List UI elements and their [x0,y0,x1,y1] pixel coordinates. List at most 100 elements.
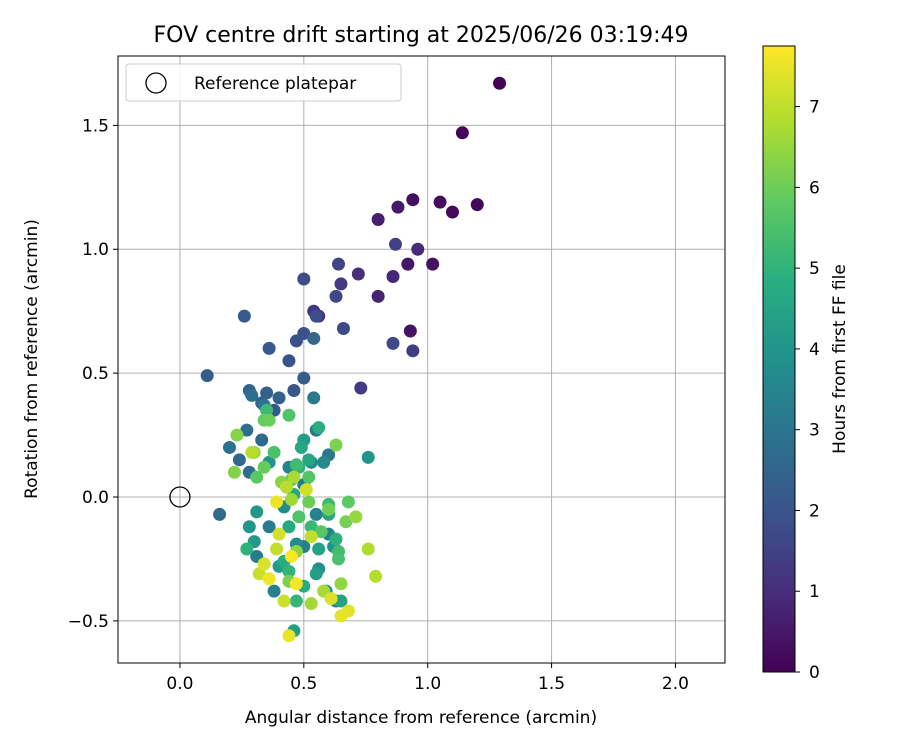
data-point [386,270,400,284]
data-point [272,391,286,405]
data-point [334,609,348,623]
data-point [252,567,266,581]
data-point [426,257,440,271]
data-point [309,309,323,323]
data-point [304,597,318,611]
x-axis-ticks: 0.0 0.5 1.0 1.5 2.0 [166,663,689,694]
colorbar-tick-label: 0 [809,663,820,683]
data-point [334,577,348,591]
data-point [332,257,346,271]
data-point [284,492,298,506]
data-point [332,552,346,566]
data-point [307,391,321,405]
data-point [257,557,271,571]
data-point [309,507,323,521]
data-point [371,213,385,227]
data-point [232,453,246,467]
x-tick-label: 1.5 [538,674,565,694]
data-point [282,629,296,643]
data-point [361,450,375,464]
data-point [329,532,343,546]
colorbar-tick-label: 3 [809,421,820,441]
y-tick-label: −0.5 [68,612,109,632]
data-point [302,453,316,467]
data-point [287,383,301,397]
data-point [282,354,296,368]
data-point [309,567,323,581]
data-point [262,341,276,355]
y-tick-label: 0.0 [82,488,109,508]
data-point [287,470,301,484]
data-point [272,527,286,541]
data-point [302,495,316,509]
data-point [351,267,365,281]
data-point [341,495,355,509]
colorbar-tick-label: 1 [809,582,820,602]
data-point [294,440,308,454]
data-point [297,371,311,385]
data-point [312,542,326,556]
data-point [282,520,296,534]
data-point [354,381,368,395]
reference-platepar-marker [169,486,191,508]
y-axis-ticks: −0.5 0.0 0.5 1.0 1.5 [68,116,118,632]
data-point [304,520,318,534]
colorbar: 0 1 2 3 4 5 6 7 Hours from first FF file [762,45,850,683]
colorbar-tick-label: 5 [809,259,820,279]
data-point [240,542,254,556]
x-tick-label: 2.0 [662,674,689,694]
x-tick-label: 0.0 [166,674,193,694]
data-point [237,309,251,323]
data-point [282,564,296,578]
data-point [270,542,284,556]
data-point [289,458,303,472]
y-tick-label: 1.0 [82,240,109,260]
y-tick-label: 0.5 [82,364,109,384]
data-point [349,510,363,524]
data-point [369,569,383,583]
data-point [406,193,420,207]
data-point [339,515,353,529]
data-point [267,445,281,459]
data-point [401,257,415,271]
data-point [314,525,328,539]
data-points [200,76,507,643]
data-point [200,369,214,383]
data-point [411,242,425,256]
colorbar-label: Hours from first FF file [830,264,850,454]
data-point [262,520,276,534]
data-point [334,594,348,608]
data-point [361,542,375,556]
colorbar-gradient [762,45,796,673]
colorbar-tick-label: 4 [809,340,820,360]
legend-open-circle-marker [145,72,167,94]
data-point [334,277,348,291]
colorbar-ticks: 0 1 2 3 4 5 6 7 [795,98,820,683]
data-point [289,594,303,608]
colorbar-tick-label: 6 [809,178,820,198]
data-point [260,386,274,400]
data-point [245,445,259,459]
data-point [213,507,227,521]
legend: Reference platepar [125,63,402,102]
data-point [262,572,276,586]
data-point [245,388,259,402]
reference-marker [169,486,191,508]
data-point [304,530,318,544]
data-point [289,577,303,591]
data-point [403,324,417,338]
data-point [391,200,405,214]
data-point [388,237,402,251]
data-point [222,440,236,454]
data-point [302,470,316,484]
data-point [297,326,311,340]
plot-frame [117,55,726,664]
data-point [493,76,507,90]
data-point [329,438,343,452]
data-point [336,322,350,336]
legend-box [125,63,402,102]
data-point [445,205,459,219]
data-point [297,272,311,286]
data-point [307,331,321,345]
